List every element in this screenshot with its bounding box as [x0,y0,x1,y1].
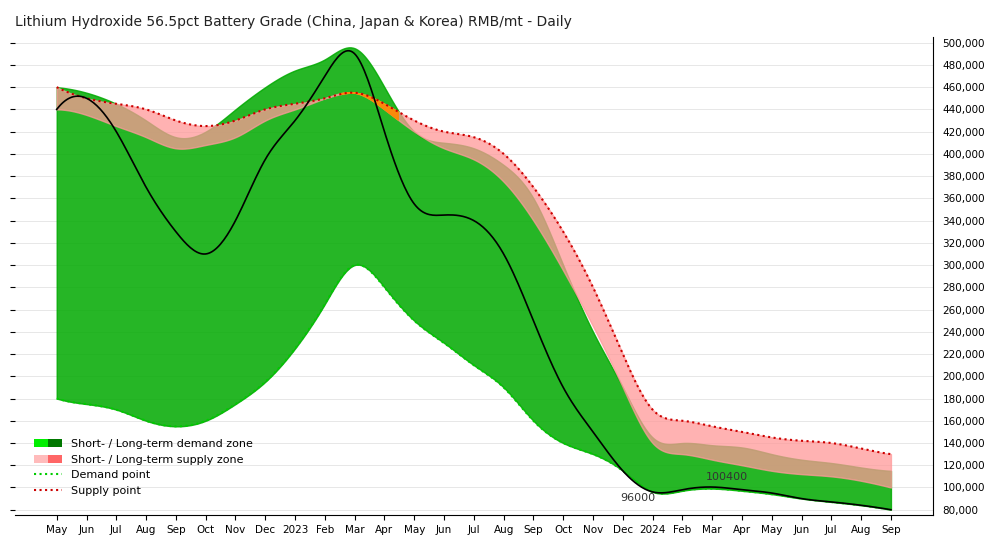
Text: 96000: 96000 [620,493,655,503]
Text: 100400: 100400 [706,472,748,482]
Text: Lithium Hydroxide 56.5pct Battery Grade (China, Japan & Korea) RMB/mt - Daily: Lithium Hydroxide 56.5pct Battery Grade … [15,15,572,29]
Legend: Short- / Long-term demand zone, Short- / Long-term supply zone, Demand point, Su: Short- / Long-term demand zone, Short- /… [30,434,257,500]
